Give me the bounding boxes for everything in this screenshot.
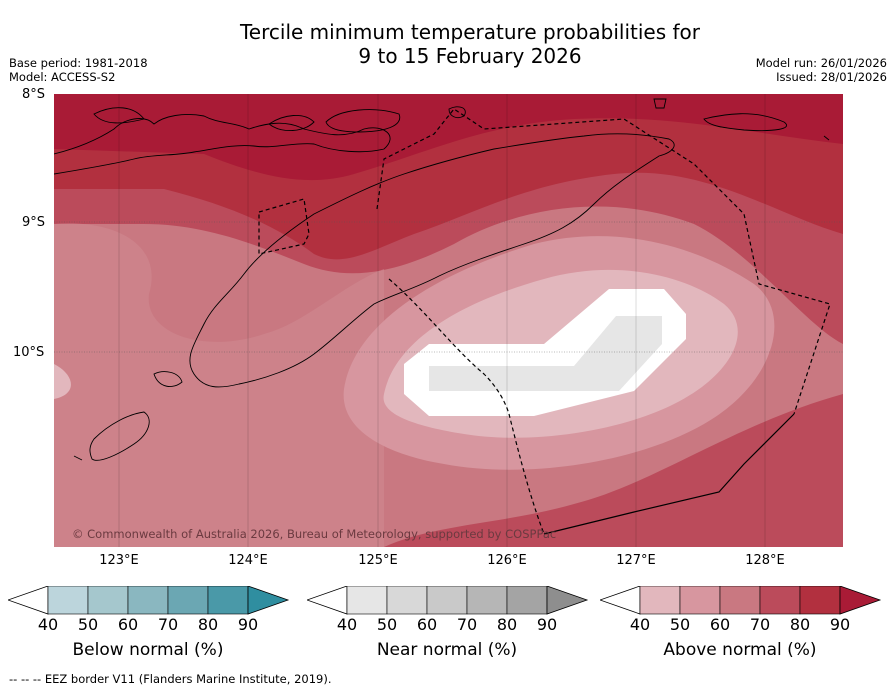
lat-label-10s: 10°S (13, 345, 45, 360)
lon-label-127e: 127°E (616, 553, 656, 568)
tick-above-80: 80 (789, 615, 811, 634)
copyright: © Commonwealth of Australia 2026, Bureau… (72, 527, 556, 541)
title-line-2: 9 to 15 February 2026 (358, 44, 582, 68)
lon-label-124e: 124°E (228, 553, 268, 568)
tick-near-50: 50 (376, 615, 398, 634)
tick-above-60: 60 (709, 615, 731, 634)
lon-label-128e: 128°E (745, 553, 785, 568)
colorbar-title-below: Below normal (%) (72, 640, 224, 660)
lon-label-125e: 125°E (358, 553, 398, 568)
colorbar-near-normal (307, 586, 589, 615)
meta-left: Base period: 1981-2018 Model: ACCESS-S2 (9, 56, 148, 84)
map-title: Tercile minimum temperature probabilitie… (0, 20, 896, 68)
contour-40-50-west (54, 364, 71, 399)
contour-50-60-west (54, 223, 384, 547)
meta-right: Model run: 26/01/2026 Issued: 28/01/2026 (756, 56, 887, 84)
lon-label-123e: 123°E (99, 553, 139, 568)
tick-near-40: 40 (336, 615, 358, 634)
tick-above-70: 70 (749, 615, 771, 634)
eez-border (258, 108, 831, 535)
lon-label-126e: 126°E (487, 553, 527, 568)
tick-above-50: 50 (669, 615, 691, 634)
tick-below-50: 50 (77, 615, 99, 634)
model-name: Model: ACCESS-S2 (9, 70, 116, 84)
colorbar-below-normal (8, 586, 290, 615)
tick-below-40: 40 (37, 615, 59, 634)
colorbar-above-normal (600, 586, 882, 615)
tick-above-40: 40 (629, 615, 651, 634)
issued-date: Issued: 28/01/2026 (776, 70, 887, 84)
eez-footnote: -- -- -- EEZ border V11 (Flanders Marine… (9, 672, 332, 686)
coastlines (54, 98, 830, 461)
tick-above-90: 90 (829, 615, 851, 634)
base-period: Base period: 1981-2018 (9, 56, 148, 70)
colorbar-title-above: Above normal (%) (663, 640, 817, 660)
contour-70-80-south (384, 394, 843, 547)
probability-map: © Commonwealth of Australia 2026, Bureau… (54, 94, 843, 547)
near-normal-40-50 (429, 316, 662, 391)
colorbar-title-near: Near normal (%) (376, 640, 518, 660)
tick-below-60: 60 (117, 615, 139, 634)
tick-near-80: 80 (496, 615, 518, 634)
contour-90 (54, 94, 843, 181)
tick-near-60: 60 (416, 615, 438, 634)
tick-near-90: 90 (536, 615, 558, 634)
tick-below-70: 70 (157, 615, 179, 634)
lat-label-8s: 8°S (22, 87, 46, 102)
tick-below-80: 80 (197, 615, 219, 634)
lat-label-9s: 9°S (22, 215, 46, 230)
tick-near-70: 70 (456, 615, 478, 634)
tick-below-90: 90 (237, 615, 259, 634)
model-run: Model run: 26/01/2026 (755, 56, 887, 70)
eez-border-solid (543, 413, 795, 535)
title-line-1: Tercile minimum temperature probabilitie… (239, 20, 701, 44)
